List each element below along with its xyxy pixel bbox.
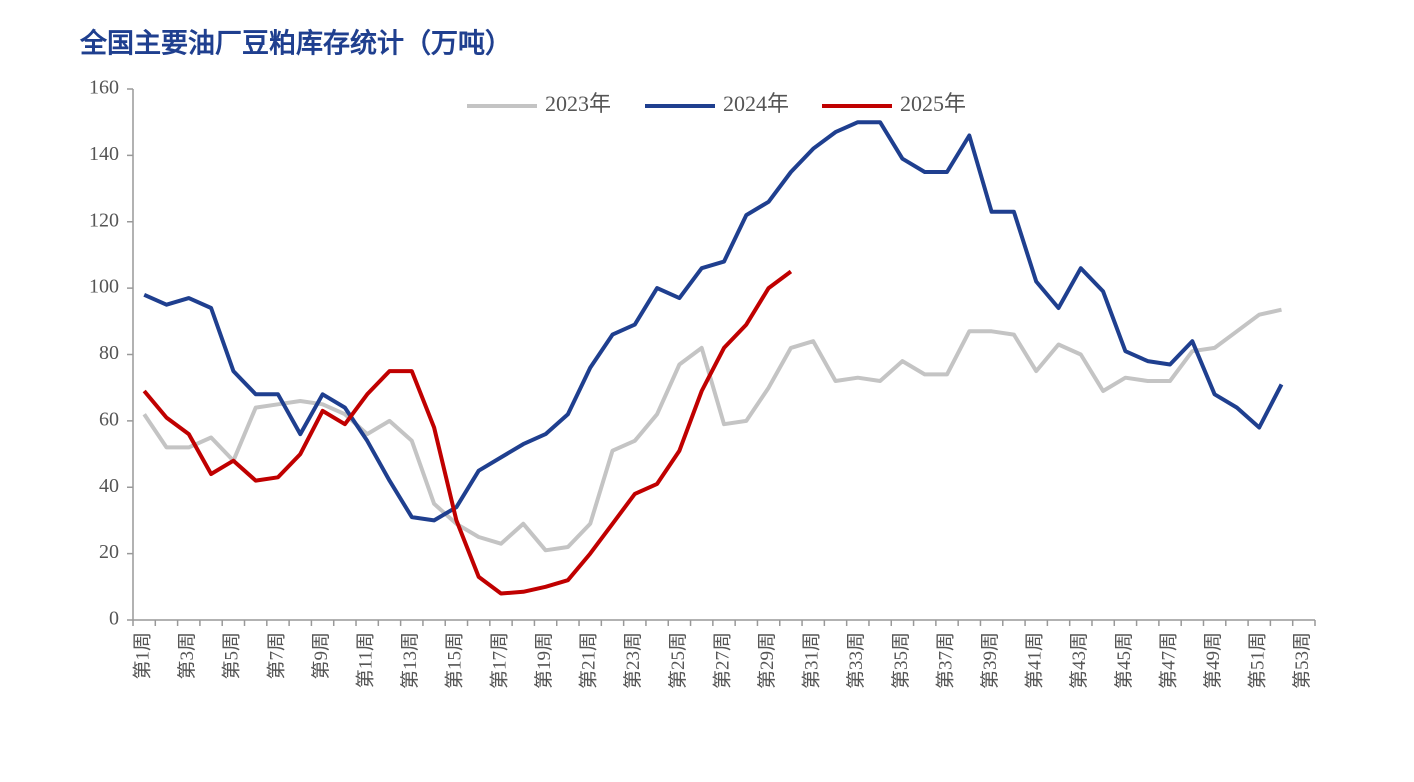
x-tick-label: 第21周 bbox=[578, 632, 600, 689]
x-tick-label: 第23周 bbox=[622, 632, 644, 689]
y-tick-label: 80 bbox=[99, 342, 119, 364]
y-tick-label: 160 bbox=[89, 77, 119, 99]
legend-label: 2023年 bbox=[545, 91, 611, 116]
series-line bbox=[143, 120, 1284, 523]
x-tick-label: 第27周 bbox=[711, 632, 733, 689]
x-tick-label: 第49周 bbox=[1202, 632, 1224, 689]
y-tick-label: 40 bbox=[99, 475, 119, 497]
legend-label: 2024年 bbox=[723, 91, 789, 116]
x-tick-label: 第1周 bbox=[132, 632, 154, 680]
x-tick-label: 第51周 bbox=[1247, 632, 1269, 689]
y-tick-label: 120 bbox=[89, 209, 119, 231]
x-tick-label: 第25周 bbox=[667, 632, 689, 689]
x-tick-label: 第39周 bbox=[979, 632, 1001, 689]
x-tick-label: 第29周 bbox=[756, 632, 778, 689]
x-tick-label: 第31周 bbox=[801, 632, 823, 689]
y-tick-label: 0 bbox=[109, 608, 119, 630]
x-tick-label: 第37周 bbox=[934, 632, 956, 689]
chart-title: 全国主要油厂豆粕库存统计（万吨） bbox=[79, 28, 512, 60]
x-tick-label: 第47周 bbox=[1157, 632, 1179, 689]
x-tick-label: 第15周 bbox=[444, 632, 466, 689]
x-tick-label: 第11周 bbox=[355, 632, 377, 688]
x-tick-label: 第9周 bbox=[310, 632, 332, 680]
x-tick-label: 第41周 bbox=[1024, 632, 1046, 689]
y-tick-label: 100 bbox=[89, 276, 119, 298]
x-tick-label: 第3周 bbox=[176, 632, 198, 680]
x-tick-label: 第13周 bbox=[399, 632, 421, 689]
series-line bbox=[142, 307, 1282, 553]
x-tick-label: 第53周 bbox=[1291, 632, 1313, 689]
legend-label: 2025年 bbox=[900, 91, 966, 116]
x-tick-label: 第19周 bbox=[533, 632, 555, 689]
series-line bbox=[142, 269, 793, 596]
x-tick-label: 第35周 bbox=[890, 632, 912, 689]
y-tick-label: 20 bbox=[99, 541, 119, 563]
x-tick-label: 第17周 bbox=[488, 632, 510, 689]
x-tick-label: 第45周 bbox=[1113, 632, 1135, 689]
x-tick-label: 第5周 bbox=[221, 632, 243, 680]
x-tick-label: 第33周 bbox=[845, 632, 867, 689]
x-tick-label: 第43周 bbox=[1068, 632, 1090, 689]
x-tick-label: 第7周 bbox=[265, 632, 287, 680]
y-tick-label: 60 bbox=[99, 408, 119, 430]
y-tick-label: 140 bbox=[89, 143, 119, 165]
